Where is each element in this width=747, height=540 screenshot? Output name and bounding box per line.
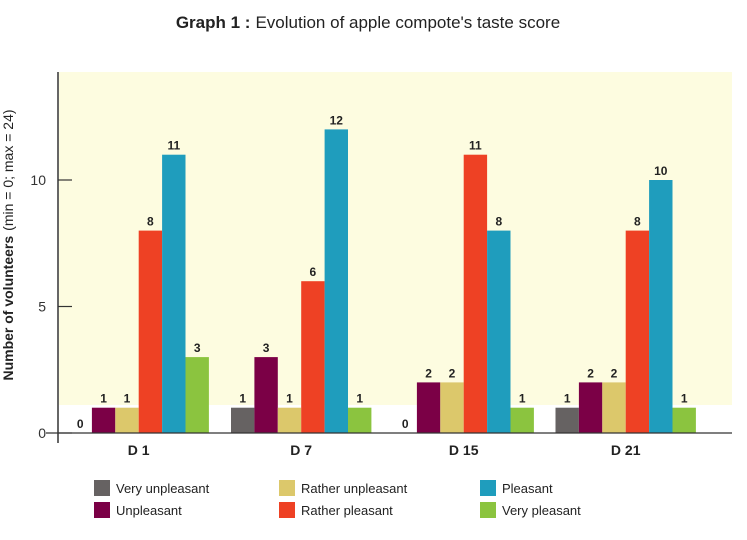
bar-very-pleasant-d15 [510, 407, 534, 433]
legend-swatch [480, 502, 496, 518]
data-label: 3 [263, 341, 270, 355]
data-label: 11 [167, 139, 180, 153]
data-label: 1 [286, 392, 293, 406]
bar-very-pleasant-d21 [672, 407, 696, 433]
x-tick-label: D 21 [611, 442, 641, 458]
bar-unpleasant-d21 [578, 382, 603, 433]
y-tick-label: 0 [38, 425, 46, 441]
bar-rather-pleasant-d21 [625, 230, 650, 433]
legend-item: Unpleasant [94, 502, 182, 518]
legend-item: Rather pleasant [279, 502, 393, 518]
data-label: 2 [611, 366, 618, 380]
data-label: 11 [469, 139, 482, 153]
legend-label: Pleasant [502, 481, 553, 496]
legend-label: Unpleasant [116, 503, 182, 518]
bar-pleasant-d21 [649, 180, 673, 433]
data-label: 8 [495, 215, 502, 229]
data-label: 8 [147, 215, 154, 229]
legend-swatch [279, 502, 295, 518]
x-tick-label: D 15 [449, 442, 479, 458]
data-label: 0 [402, 417, 409, 431]
data-label: 0 [77, 417, 84, 431]
legend-label: Rather pleasant [301, 503, 393, 518]
bar-very-pleasant-d1 [185, 357, 209, 433]
legend-label: Very unpleasant [116, 481, 210, 496]
bar-rather-unpleasant-d1 [115, 407, 139, 433]
data-label: 1 [564, 392, 571, 406]
bar-rather-unpleasant-d7 [277, 407, 302, 433]
x-tick-label: D 7 [290, 442, 312, 458]
legend-swatch [279, 480, 295, 496]
data-label: 1 [100, 392, 107, 406]
data-label: 2 [425, 366, 432, 380]
bar-unpleasant-d15 [416, 382, 441, 433]
bar-rather-pleasant-d15 [463, 154, 488, 433]
bar-pleasant-d15 [487, 230, 511, 433]
bar-rather-pleasant-d1 [138, 230, 163, 433]
chart-title-bold: Graph 1 : [176, 13, 251, 32]
bar-very-pleasant-d7 [348, 407, 372, 433]
bar-very-unpleasant-d21 [555, 407, 579, 433]
chart-title: Graph 1 : Evolution of apple compote's ta… [176, 13, 560, 32]
bar-unpleasant-d1 [91, 407, 116, 433]
y-axis-label: Number of volunteers(min = 0; max = 24) [0, 109, 16, 380]
data-label: 1 [239, 392, 246, 406]
y-tick-label: 10 [30, 172, 46, 188]
data-label: 3 [194, 341, 201, 355]
chart-title-text: Evolution of apple compote's taste score [255, 13, 560, 32]
data-label: 1 [356, 392, 363, 406]
x-tick-label: D 1 [128, 442, 150, 458]
bar-pleasant-d1 [162, 154, 186, 433]
bar-very-unpleasant-d7 [231, 407, 255, 433]
legend-label: Very pleasant [502, 503, 581, 518]
bar-rather-unpleasant-d21 [602, 382, 626, 433]
legend-label: Rather unpleasant [301, 481, 408, 496]
legend-swatch [94, 480, 110, 496]
data-label: 1 [681, 392, 688, 406]
bar-pleasant-d7 [324, 129, 348, 433]
data-label: 6 [310, 265, 317, 279]
bar-unpleasant-d7 [254, 357, 278, 433]
legend-swatch [94, 502, 110, 518]
data-label: 8 [634, 215, 641, 229]
bar-rather-unpleasant-d15 [440, 382, 464, 433]
data-label: 1 [124, 392, 131, 406]
legend-item: Rather unpleasant [279, 480, 408, 496]
legend-item: Very unpleasant [94, 480, 210, 496]
y-tick-label: 5 [38, 299, 46, 315]
legend-swatch [480, 480, 496, 496]
data-label: 2 [449, 366, 456, 380]
legend-item: Pleasant [480, 480, 553, 496]
legend-item: Very pleasant [480, 502, 581, 518]
data-label: 2 [587, 366, 594, 380]
data-label: 10 [654, 164, 668, 178]
data-label: 1 [519, 392, 526, 406]
data-label: 12 [330, 113, 344, 127]
bar-rather-pleasant-d7 [301, 281, 325, 433]
